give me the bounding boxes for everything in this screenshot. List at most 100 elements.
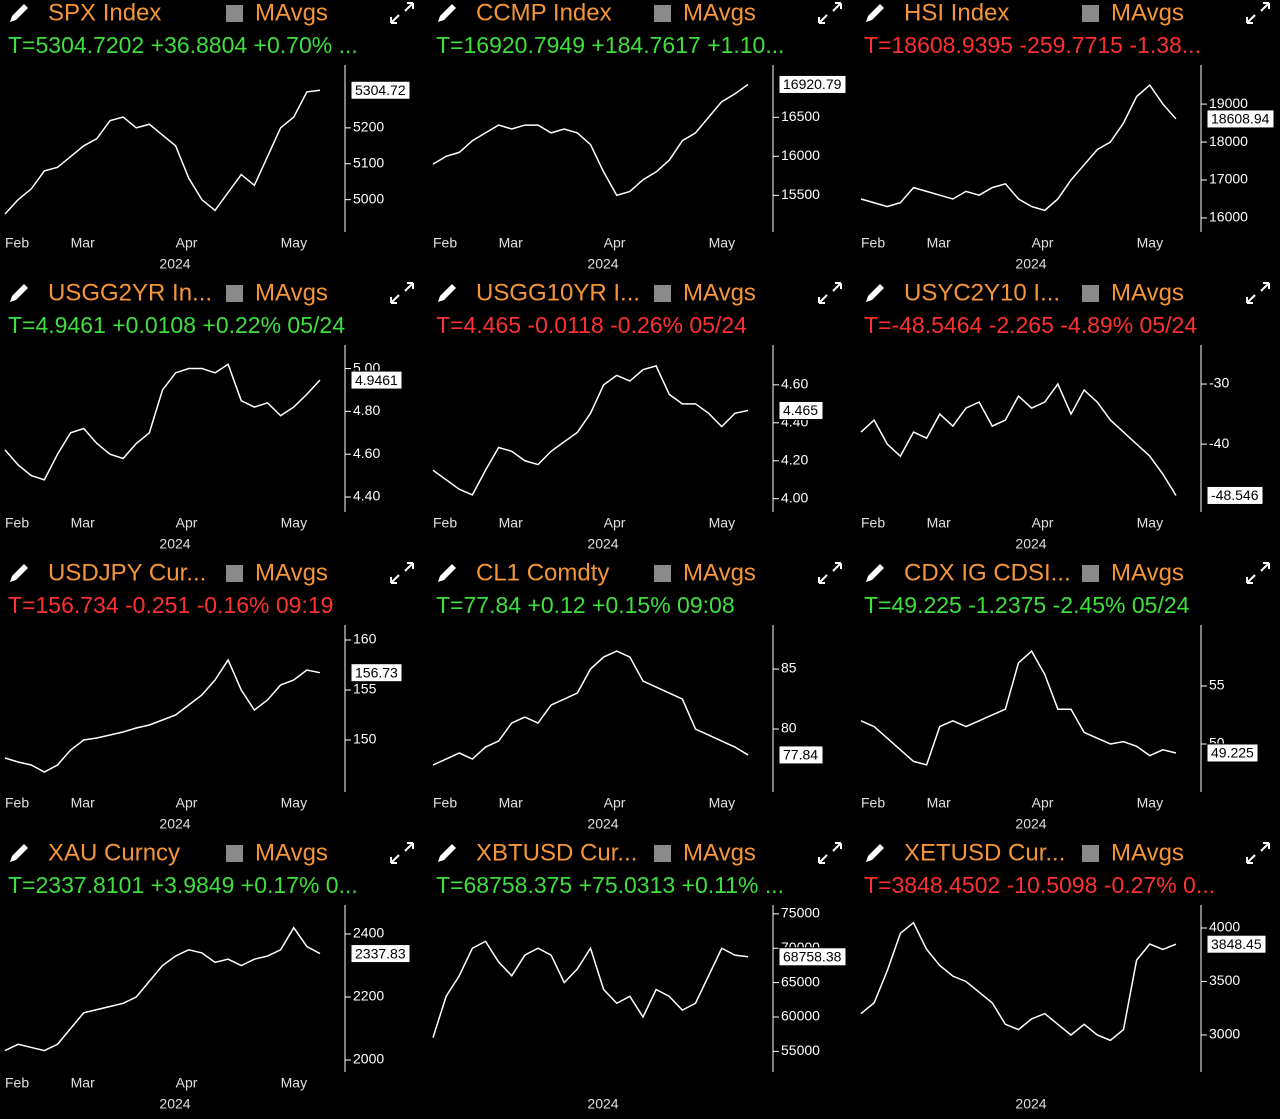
- mavgs-label[interactable]: MAvgs: [255, 839, 328, 866]
- y-tick-label: 16000: [781, 147, 820, 163]
- mavgs-checkbox[interactable]: [1082, 845, 1099, 862]
- mavgs-label[interactable]: MAvgs: [1111, 839, 1184, 866]
- edit-icon[interactable]: [438, 564, 456, 582]
- expand-icon[interactable]: [818, 562, 842, 584]
- expand-icon[interactable]: [390, 2, 414, 24]
- mavgs-checkbox[interactable]: [226, 565, 243, 582]
- mavgs-checkbox[interactable]: [1082, 285, 1099, 302]
- mavgs-checkbox[interactable]: [654, 285, 671, 302]
- y-tick-label: 55: [1209, 677, 1225, 693]
- panel-title[interactable]: USDJPY Cur...: [48, 559, 206, 586]
- edit-icon[interactable]: [10, 564, 28, 582]
- x-tick-label: May: [709, 515, 735, 531]
- mavgs-checkbox[interactable]: [654, 845, 671, 862]
- edit-icon[interactable]: [866, 4, 884, 22]
- expand-icon[interactable]: [818, 282, 842, 304]
- edit-icon[interactable]: [10, 4, 28, 22]
- chart-panel: CCMP Index MAvgs T=16920.7949 +184.7617 +1…: [432, 0, 847, 272]
- chart-panel: SPX Index MAvgs T=5304.7202 +36.8804 +0.70…: [4, 0, 414, 272]
- mavgs-label[interactable]: MAvgs: [255, 0, 328, 26]
- quote-line: T=156.734 -0.251 -0.16% 09:19: [8, 592, 333, 618]
- edit-icon[interactable]: [10, 284, 28, 302]
- edit-icon[interactable]: [438, 844, 456, 862]
- chart-panel: CDX IG CDSI... MAvgs T=49.225 -1.2375 -2.4…: [860, 559, 1270, 832]
- edit-icon[interactable]: [438, 4, 456, 22]
- x-tick-label: Mar: [499, 515, 523, 531]
- y-tick-label: 18000: [1209, 133, 1248, 149]
- last-value-label: 77.84: [783, 747, 818, 763]
- last-value-box: [778, 74, 847, 94]
- mavgs-label[interactable]: MAvgs: [1111, 279, 1184, 306]
- mavgs-checkbox[interactable]: [1082, 565, 1099, 582]
- edit-icon[interactable]: [10, 844, 28, 862]
- price-line: [432, 83, 749, 197]
- mavgs-label[interactable]: MAvgs: [255, 279, 328, 306]
- quote-line: T=5304.7202 +36.8804 +0.70% ...: [8, 32, 358, 58]
- panel-title[interactable]: CCMP Index: [476, 0, 612, 26]
- edit-icon[interactable]: [866, 844, 884, 862]
- mavgs-checkbox[interactable]: [1082, 5, 1099, 22]
- y-tick-label: 160: [353, 631, 377, 647]
- mavgs-checkbox[interactable]: [226, 5, 243, 22]
- x-tick-label: May: [281, 1075, 307, 1091]
- panel-title[interactable]: USGG10YR I...: [476, 279, 640, 306]
- mavgs-label[interactable]: MAvgs: [1111, 0, 1184, 26]
- panel-title[interactable]: SPX Index: [48, 0, 161, 26]
- quote-line: T=16920.7949 +184.7617 +1.10...: [436, 32, 785, 58]
- panel-title[interactable]: USGG2YR In...: [48, 279, 212, 306]
- x-year-label: 2024: [587, 536, 618, 552]
- y-tick-label: 3000: [1209, 1026, 1240, 1042]
- expand-icon[interactable]: [1246, 562, 1270, 584]
- mavgs-checkbox[interactable]: [654, 565, 671, 582]
- last-value-box: [350, 663, 403, 683]
- expand-icon[interactable]: [818, 842, 842, 864]
- panel-title[interactable]: CDX IG CDSI...: [904, 559, 1071, 586]
- expand-icon[interactable]: [390, 282, 414, 304]
- y-tick-label: 5000: [353, 190, 384, 206]
- mavgs-checkbox[interactable]: [226, 285, 243, 302]
- y-tick-label: 5200: [353, 119, 384, 135]
- last-value-box: [1206, 485, 1264, 505]
- y-tick-label: 5100: [353, 154, 384, 170]
- x-tick-label: Feb: [433, 235, 457, 251]
- mavgs-label[interactable]: MAvgs: [683, 839, 756, 866]
- x-tick-label: Apr: [1032, 235, 1054, 251]
- mavgs-label[interactable]: MAvgs: [1111, 559, 1184, 586]
- x-tick-label: Feb: [5, 515, 29, 531]
- price-line: [4, 89, 321, 215]
- expand-icon[interactable]: [390, 842, 414, 864]
- mavgs-label[interactable]: MAvgs: [683, 0, 756, 26]
- expand-icon[interactable]: [1246, 2, 1270, 24]
- expand-icon[interactable]: [1246, 282, 1270, 304]
- mavgs-checkbox[interactable]: [226, 845, 243, 862]
- y-tick-label: 150: [353, 731, 377, 747]
- edit-icon[interactable]: [866, 284, 884, 302]
- mavgs-label[interactable]: MAvgs: [255, 559, 328, 586]
- panel-title[interactable]: HSI Index: [904, 0, 1009, 26]
- expand-icon[interactable]: [818, 2, 842, 24]
- price-line: [4, 658, 321, 773]
- panel-title[interactable]: USYC2Y10 I...: [904, 279, 1060, 306]
- mavgs-label[interactable]: MAvgs: [683, 559, 756, 586]
- expand-icon[interactable]: [390, 562, 414, 584]
- y-tick-label: 4.20: [781, 451, 808, 467]
- mavgs-label[interactable]: MAvgs: [683, 279, 756, 306]
- quote-line: T=68758.375 +75.0313 +0.11% ...: [436, 872, 784, 898]
- edit-icon[interactable]: [438, 284, 456, 302]
- panel-title[interactable]: XAU Curncy: [48, 839, 180, 866]
- y-tick-label: 2400: [353, 925, 384, 941]
- x-year-label: 2024: [587, 1096, 618, 1112]
- panel-title[interactable]: XETUSD Cur...: [904, 839, 1065, 866]
- chart-panel: CL1 Comdty MAvgs T=77.84 +0.12 +0.15% 09:0…: [432, 559, 842, 832]
- panel-title[interactable]: CL1 Comdty: [476, 559, 609, 586]
- x-tick-label: Feb: [5, 1075, 29, 1091]
- x-tick-label: May: [281, 235, 307, 251]
- y-tick-label: 65000: [781, 973, 820, 989]
- last-value-box: [1206, 934, 1267, 954]
- x-tick-label: May: [1137, 795, 1163, 811]
- edit-icon[interactable]: [866, 564, 884, 582]
- expand-icon[interactable]: [1246, 842, 1270, 864]
- mavgs-checkbox[interactable]: [654, 5, 671, 22]
- x-year-label: 2024: [159, 536, 190, 552]
- panel-title[interactable]: XBTUSD Cur...: [476, 839, 637, 866]
